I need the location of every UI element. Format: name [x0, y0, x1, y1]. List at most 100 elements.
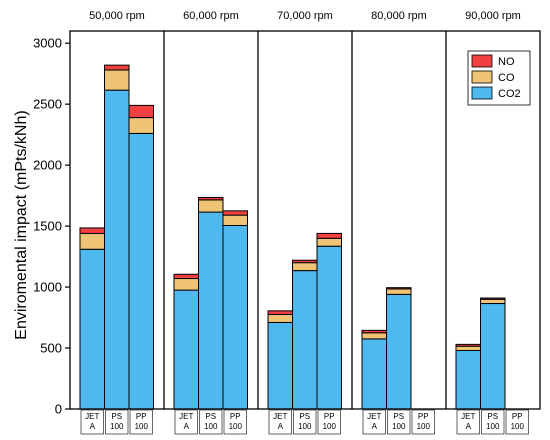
- category-label-box: [293, 409, 317, 435]
- y-tick-label: 0: [55, 402, 62, 417]
- category-label-box: [481, 409, 505, 435]
- panel-title: 60,000 rpm: [183, 10, 239, 22]
- category-label: 100: [135, 422, 149, 431]
- bar-segment-co2: [316, 245, 342, 410]
- category-label: A: [466, 422, 472, 431]
- bar-segment-co2: [79, 248, 105, 410]
- category-label-box: [505, 409, 529, 435]
- category-label-box: [411, 409, 435, 435]
- category-label-box: [80, 409, 104, 435]
- bar-segment-no: [104, 64, 130, 71]
- category-label-box: [317, 409, 341, 435]
- frame-layer: [65, 30, 541, 435]
- bar-segment-co: [222, 214, 248, 226]
- category-label: JET: [461, 412, 475, 421]
- category-label: PS: [299, 412, 310, 421]
- category-label-box: [223, 409, 247, 435]
- bar-segment-no: [361, 329, 387, 334]
- category-label: A: [372, 422, 378, 431]
- category-label: PS: [393, 412, 404, 421]
- legend-swatch-no: [471, 54, 493, 68]
- panel-title: 90,000 rpm: [465, 10, 521, 22]
- category-label-box: [268, 409, 292, 435]
- category-label: A: [184, 422, 190, 431]
- bar-segment-co: [361, 332, 387, 340]
- category-label-box: [387, 409, 411, 435]
- bar-segment-co2: [292, 270, 318, 410]
- panel-title: 70,000 rpm: [277, 10, 333, 22]
- category-label-box: [456, 409, 480, 435]
- bar-segment-co2: [455, 349, 481, 410]
- category-label: A: [90, 422, 96, 431]
- bar-segment-co: [128, 117, 154, 134]
- category-label: JET: [85, 412, 99, 421]
- legend-label: CO2: [498, 88, 521, 100]
- y-tick-label: 2500: [33, 97, 62, 112]
- category-label-box: [105, 409, 129, 435]
- legend-swatch-co: [471, 70, 493, 84]
- legend-label: CO: [498, 72, 515, 84]
- bar-segment-co2: [386, 293, 412, 410]
- category-label-box: [129, 409, 153, 435]
- bar-segment-co2: [198, 211, 224, 410]
- category-label: PP: [136, 412, 147, 421]
- bar-segment-co: [316, 237, 342, 247]
- category-label: PS: [111, 412, 122, 421]
- category-label: 100: [392, 422, 406, 431]
- bar-segment-co2: [222, 224, 248, 410]
- bar-segment-co: [198, 199, 224, 213]
- category-label: PS: [487, 412, 498, 421]
- category-label: 100: [204, 422, 218, 431]
- bar-segment-no: [316, 232, 342, 239]
- category-label-box: [362, 409, 386, 435]
- bar-segment-co: [267, 314, 293, 323]
- bar-segment-no: [79, 227, 105, 234]
- legend-swatch-co2: [471, 86, 493, 100]
- category-label: 100: [110, 422, 124, 431]
- bar-segment-co2: [267, 321, 293, 410]
- category-label: JET: [273, 412, 287, 421]
- bar-segment-no: [198, 196, 224, 201]
- y-tick-label: 1000: [33, 280, 62, 295]
- category-label: JET: [367, 412, 381, 421]
- category-label: 100: [229, 422, 243, 431]
- bar-segment-co: [292, 262, 318, 272]
- panel-title: 80,000 rpm: [371, 10, 427, 22]
- bar-segment-no: [128, 104, 154, 119]
- bar-segment-co2: [361, 338, 387, 410]
- bar-segment-no: [480, 297, 506, 300]
- y-tick-label: 3000: [33, 36, 62, 51]
- bar-segment-co2: [480, 303, 506, 410]
- category-label: PP: [324, 412, 335, 421]
- category-label: 100: [323, 422, 337, 431]
- bar-segment-co: [173, 278, 199, 291]
- legend: NO CO CO2: [467, 50, 531, 106]
- bar-segment-co2: [104, 89, 130, 410]
- legend-label: NO: [498, 56, 515, 68]
- bar-segment-co2: [173, 289, 199, 410]
- category-label: PS: [205, 412, 216, 421]
- category-label: 100: [298, 422, 312, 431]
- bar-segment-co: [104, 69, 130, 91]
- bar-segment-co: [455, 345, 481, 351]
- plot-frame: [69, 30, 541, 410]
- bar-segment-no: [386, 287, 412, 290]
- category-label: PP: [512, 412, 523, 421]
- y-tick-label: 1500: [33, 219, 62, 234]
- bar-segment-co: [79, 232, 105, 250]
- bar-segment-co: [386, 288, 412, 295]
- category-label: 100: [486, 422, 500, 431]
- category-label: PP: [418, 412, 429, 421]
- y-tick-label: 2000: [33, 158, 62, 173]
- bar-segment-co2: [128, 132, 154, 410]
- category-label: A: [278, 422, 284, 431]
- bars-layer: [79, 64, 506, 410]
- bar-segment-co: [480, 298, 506, 305]
- bar-segment-no: [455, 343, 481, 347]
- category-label: 100: [511, 422, 525, 431]
- y-tick-label: 500: [40, 341, 62, 356]
- bar-segment-no: [292, 259, 318, 264]
- bar-segment-no: [222, 210, 248, 216]
- y-axis-label: Enviromental impact (mPts/kNh): [13, 110, 30, 339]
